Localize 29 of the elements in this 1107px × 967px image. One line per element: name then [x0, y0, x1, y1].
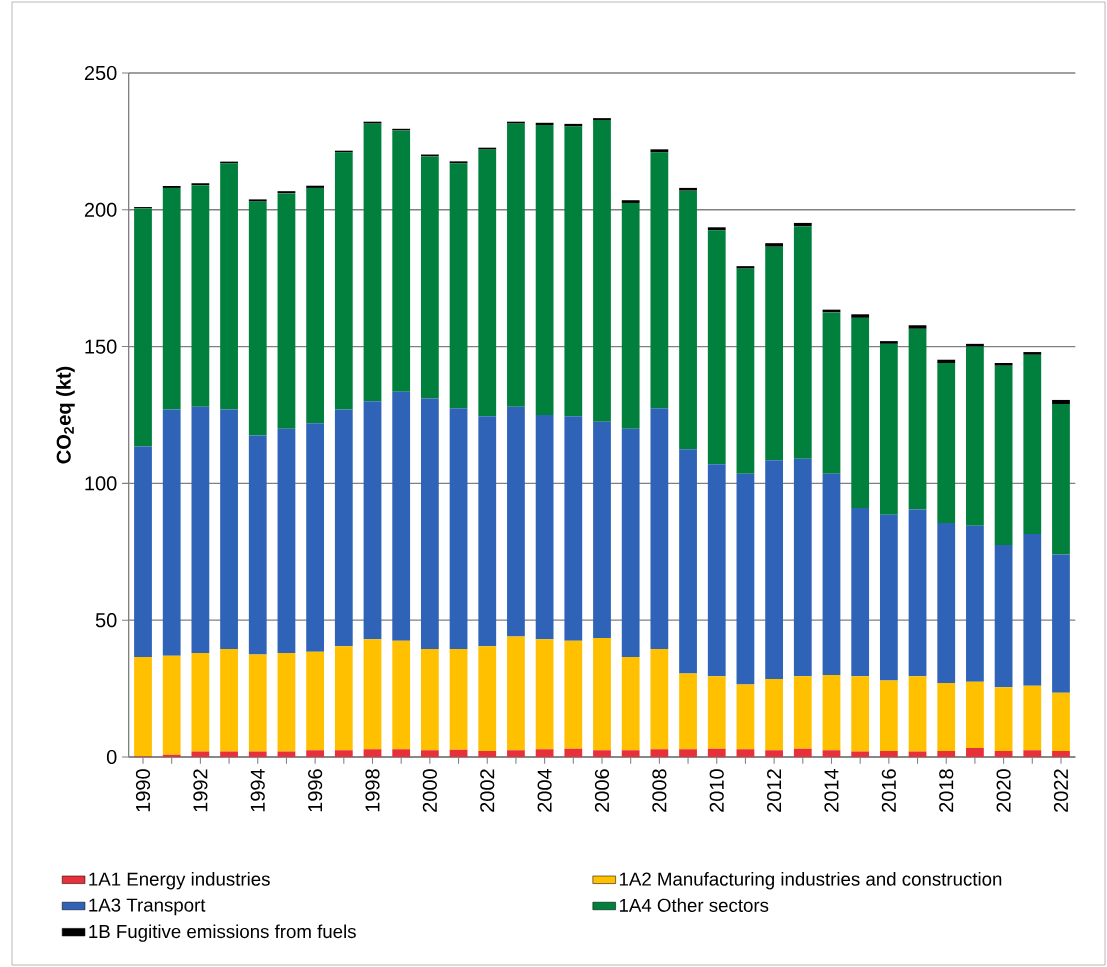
legend-label: 1B Fugitive emissions from fuels	[89, 924, 356, 942]
x-tick-label: 2020	[996, 769, 1011, 812]
y-tick-label: 150	[85, 339, 117, 354]
x-tick-label: 1992	[193, 769, 208, 812]
legend-label: 1A2 Manufacturing industries and construction	[619, 872, 1002, 890]
y-tick-label: 100	[85, 476, 117, 491]
x-tick-label: 2008	[652, 769, 667, 812]
legend-label: 1A4 Other sectors	[619, 898, 769, 912]
y-tick-label: 0	[106, 749, 117, 765]
x-tick-label: 2010	[709, 769, 724, 812]
x-tick-label: 2018	[939, 769, 954, 812]
x-tick-label: 2004	[537, 768, 552, 812]
x-tick-label: 2002	[480, 769, 495, 812]
x-tick-label: 1994	[250, 768, 265, 812]
y-tick-label: 250	[84, 65, 117, 81]
legend-label: 1A3 Transport	[89, 898, 206, 916]
x-tick-label: 1998	[365, 769, 380, 812]
x-tick-label: 2012	[767, 769, 782, 812]
x-tick-label: 2022	[1053, 769, 1069, 812]
x-tick-label: 2006	[594, 769, 610, 812]
x-tick-label: 1996	[308, 769, 323, 812]
x-tick-label: 2016	[881, 769, 896, 812]
x-tick-label: 1990	[135, 769, 151, 812]
y-tick-label: 200	[84, 202, 117, 217]
x-tick-label: 2000	[422, 769, 437, 812]
y-tick-label: 50	[95, 613, 117, 628]
y-axis-title: CO$_{2}$eq (kt)	[56, 366, 75, 464]
x-tick-label: 2014	[824, 768, 839, 812]
legend-label: 1A1 Energy industries	[89, 872, 270, 890]
